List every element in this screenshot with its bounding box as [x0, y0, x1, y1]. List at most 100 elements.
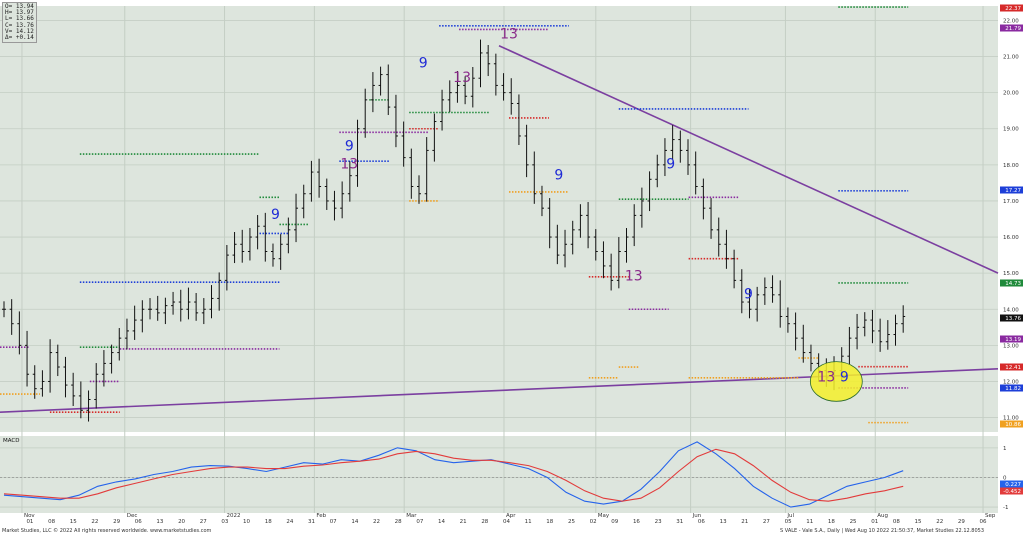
td-setup-count: 9 — [666, 156, 675, 172]
macd-axis-badge-label: 0.227 — [1005, 482, 1021, 488]
x-tick-label: 01 — [871, 519, 878, 525]
price-axis-badge-label: 14.73 — [1005, 281, 1021, 287]
price-axis-badge-label: 10.86 — [1005, 422, 1021, 428]
price-tick-label: 15.00 — [1003, 271, 1019, 277]
macd-title: MACD — [3, 438, 20, 444]
macd-tick-label: -1 — [1003, 505, 1008, 511]
month-label: May — [598, 513, 610, 519]
x-tick-label: 21 — [741, 519, 748, 525]
price-axis-badge — [1000, 335, 1023, 343]
price-tick-label: 13.00 — [1003, 343, 1019, 349]
month-label: Dec — [127, 513, 138, 519]
x-tick-label: 28 — [481, 519, 488, 525]
ohlc-row-change: Δ= +0.14 — [5, 34, 34, 42]
price-axis-bg — [1000, 6, 1024, 513]
x-tick-label: 13 — [720, 519, 727, 525]
x-tick-label: 06 — [980, 519, 987, 525]
x-tick-label: 22 — [936, 519, 943, 525]
x-tick-label: 22 — [91, 519, 98, 525]
price-axis-badge — [1000, 4, 1023, 12]
td-setup-count: 13 — [817, 369, 835, 385]
x-tick-label: 10 — [243, 519, 250, 525]
td-setup-count: 9 — [744, 286, 753, 302]
x-tick-label: 14 — [438, 519, 445, 525]
price-axis-badge — [1000, 384, 1023, 392]
ohlc-row-volume: V= 14.12 — [5, 27, 34, 35]
ohlc-row-open: O= 13.94 — [5, 3, 34, 10]
x-tick-label: 24 — [286, 519, 293, 525]
td-setup-count: 13 — [500, 26, 518, 42]
price-axis-badge — [1000, 24, 1023, 32]
price-axis-badge-label: 12.41 — [1005, 365, 1021, 371]
macd-tick-label: 1 — [1003, 446, 1007, 452]
x-tick-label: 08 — [893, 519, 900, 525]
x-tick-label: 13 — [156, 519, 163, 525]
price-panel — [0, 6, 998, 432]
price-tick-label: 18.00 — [1003, 163, 1019, 169]
price-tick-label: 22.00 — [1003, 18, 1019, 24]
month-label: Jun — [692, 513, 702, 519]
x-tick-label: 05 — [785, 519, 792, 525]
td-setup-count: 13 — [453, 70, 471, 86]
x-tick-label: 01 — [26, 519, 33, 525]
trendline — [498, 44, 999, 274]
x-tick-label: 20 — [178, 519, 185, 525]
price-axis-badge — [1000, 186, 1023, 194]
x-tick-label: 31 — [676, 519, 683, 525]
td-setup-count: 13 — [340, 156, 358, 172]
x-tick-label: 07 — [330, 519, 337, 525]
month-label: Aug — [877, 513, 888, 519]
month-label: Sep — [985, 513, 996, 519]
month-label: Nov — [24, 513, 35, 519]
td-setup-count: 9 — [271, 207, 280, 223]
footer-copyright: Market Studies, LLC © 2022 All rights re… — [2, 528, 212, 534]
x-tick-label: 31 — [308, 519, 315, 525]
td-setup-count: 9 — [419, 55, 428, 71]
x-tick-label: 21 — [460, 519, 467, 525]
macd-axis-badge — [1000, 480, 1023, 488]
td-setup-count: 9 — [345, 138, 354, 154]
x-tick-label: 06 — [135, 519, 142, 525]
price-tick-label: 11.00 — [1003, 416, 1019, 422]
month-label: Feb — [316, 513, 326, 519]
macd-tick-label: 0 — [1003, 475, 1007, 481]
price-tick-label: 12.00 — [1003, 379, 1019, 385]
x-tick-label: 06 — [698, 519, 705, 525]
x-tick-label: 29 — [958, 519, 965, 525]
macd-axis-badge — [1000, 487, 1023, 495]
month-label: Jul — [786, 513, 794, 519]
footer-instrument: S VALE - Vale S.A., Daily | Wed Aug 10 2… — [779, 528, 984, 534]
price-tick-label: 16.00 — [1003, 235, 1019, 241]
x-tick-label: 08 — [48, 519, 55, 525]
x-tick-label: 14 — [351, 519, 358, 525]
price-axis-badge-label: 11.82 — [1005, 386, 1021, 392]
x-tick-label: 16 — [633, 519, 640, 525]
x-tick-label: 07 — [416, 519, 423, 525]
ohlc-row-high: H= 13.97 — [5, 9, 34, 17]
x-tick-label: 18 — [265, 519, 272, 525]
td-setup-count: 13 — [625, 268, 643, 284]
month-label: Mar — [406, 513, 417, 519]
macd-signal-line — [3, 448, 904, 502]
highlight-ellipse — [809, 361, 863, 402]
x-tick-label: 18 — [546, 519, 553, 525]
x-tick-label: 15 — [70, 519, 77, 525]
x-tick-label: 02 — [590, 519, 597, 525]
price-tick-label: 21.00 — [1003, 55, 1019, 61]
td-setup-count: 9 — [840, 369, 849, 385]
x-tick-label: 11 — [525, 519, 532, 525]
price-axis-badge-label: 22.37 — [1005, 6, 1021, 12]
ohlc-row-close: C= 13.76 — [5, 21, 34, 29]
x-tick-label: 29 — [113, 519, 120, 525]
td-setup-count: 9 — [554, 167, 563, 183]
price-axis-badge-label: 13.76 — [1005, 316, 1021, 322]
x-tick-label: 09 — [611, 519, 618, 525]
x-tick-label: 18 — [828, 519, 835, 525]
month-label: Apr — [506, 513, 516, 519]
x-tick-label: 28 — [395, 519, 402, 525]
x-tick-label: 04 — [503, 519, 510, 525]
x-tick-label: 25 — [850, 519, 857, 525]
price-tick-label: 20.00 — [1003, 91, 1019, 97]
